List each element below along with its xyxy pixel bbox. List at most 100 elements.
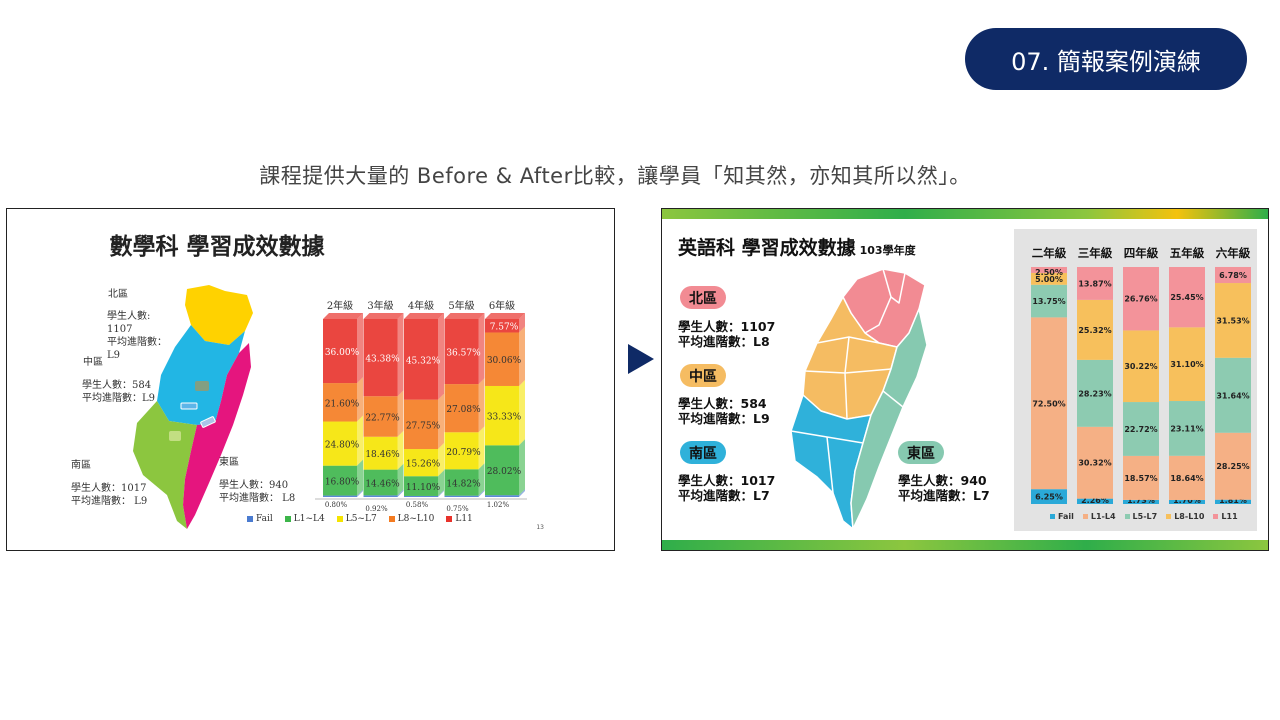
math-stacked-bar-chart: 2年級 16.80% 24.80% 21.60% 36.00% 0.80% 3年級 14.46… bbox=[315, 299, 527, 513]
bar-segment-L5~L7 bbox=[404, 449, 438, 477]
bar-segment-L1~L4 bbox=[485, 445, 519, 496]
data-label: 22.72% bbox=[1124, 425, 1157, 434]
data-label: 26.76% bbox=[1124, 295, 1157, 304]
bar-side bbox=[397, 313, 404, 397]
region-south-pill: 南區 bbox=[680, 441, 726, 464]
bar-segment-L8~L10 bbox=[323, 383, 357, 422]
bar-top bbox=[363, 313, 404, 319]
bar-segment-L1~L4 bbox=[404, 476, 438, 496]
bar-segment-L8~L10 bbox=[404, 399, 438, 450]
bar-side bbox=[478, 378, 485, 433]
bar-segment-Fail bbox=[1031, 489, 1067, 504]
top-decor-stripe bbox=[662, 209, 1268, 219]
bar-segment-L1-L4 bbox=[1215, 432, 1251, 500]
bar-segment-L5-L7 bbox=[1215, 357, 1251, 433]
region-north-stats: 學生人數：1107 平均進階數：L8 bbox=[678, 319, 776, 349]
map-region-north bbox=[185, 285, 253, 345]
x-tick-label: 6年級 bbox=[489, 299, 515, 312]
data-label: 13.87% bbox=[1078, 279, 1111, 288]
bar-side bbox=[478, 313, 485, 385]
after-slide: 英語科 學習成效數據 103學年度 北區 學生人數：1107 平均進階數：L8 中區… bbox=[661, 208, 1269, 551]
bar-segment-L1-L4 bbox=[1031, 317, 1067, 490]
fail-label: 0.75% bbox=[446, 505, 469, 513]
bar-side bbox=[519, 326, 525, 386]
map-region-central bbox=[157, 325, 245, 425]
slide-subtitle: 課程提供大量的 Before & After比較，讓學員「知其然，亦知其所以然」… bbox=[259, 164, 971, 188]
bar-side bbox=[397, 430, 404, 470]
bar-segment-Fail bbox=[1123, 499, 1159, 504]
bar-side bbox=[519, 379, 525, 446]
bar-segment-L5~L7 bbox=[323, 421, 357, 466]
region-east-pill: 東區 bbox=[898, 441, 944, 464]
data-label: 72.50% bbox=[1032, 399, 1065, 408]
region-central-stats: 學生人數：584 平均進階數：L9 bbox=[82, 380, 156, 404]
legend-item: L8~L10 bbox=[388, 514, 434, 524]
bar-side bbox=[357, 313, 363, 384]
data-label: 30.06% bbox=[487, 356, 522, 366]
bar-segment-L8~L10 bbox=[363, 396, 398, 437]
region-central-pill: 中區 bbox=[680, 364, 726, 387]
legend-item: Fail bbox=[247, 514, 273, 524]
bar-segment-Fail bbox=[485, 495, 519, 497]
bar-segment-L5-L7 bbox=[1169, 401, 1205, 456]
data-label: 20.79% bbox=[446, 448, 481, 458]
data-label: 1.73% bbox=[1127, 496, 1155, 505]
bar-segment-L8-L10 bbox=[1031, 272, 1067, 285]
data-label: 23.11% bbox=[1170, 424, 1203, 433]
bar-segment-L8-L10 bbox=[1077, 299, 1113, 360]
x-tick-label: 四年級 bbox=[1124, 246, 1159, 260]
region-east-label: 東區 bbox=[219, 457, 239, 468]
data-label: 1.70% bbox=[1173, 496, 1201, 505]
x-tick-label: 五年級 bbox=[1170, 246, 1205, 260]
data-label: 25.32% bbox=[1078, 326, 1111, 335]
bottom-decor-stripe bbox=[662, 540, 1268, 550]
data-label: 27.08% bbox=[446, 405, 481, 415]
bar-segment-L11 bbox=[363, 319, 398, 397]
bar-segment-L1~L4 bbox=[444, 469, 479, 496]
bar-side bbox=[357, 489, 363, 497]
data-label: 24.80% bbox=[325, 441, 360, 451]
fail-label: 0.92% bbox=[365, 505, 388, 513]
data-label: 11.10% bbox=[406, 483, 441, 493]
x-tick-label: 六年級 bbox=[1216, 246, 1251, 260]
bar-segment-L1-L4 bbox=[1077, 426, 1113, 499]
data-label: 14.46% bbox=[365, 479, 400, 489]
bar-segment-L11 bbox=[1077, 267, 1113, 300]
bar-top bbox=[444, 313, 485, 319]
data-label: 30.22% bbox=[1124, 362, 1157, 371]
bar-segment-L8~L10 bbox=[485, 332, 519, 386]
bar-side bbox=[478, 463, 485, 496]
bar-side bbox=[519, 489, 525, 497]
legend-item: L5-L7 bbox=[1124, 512, 1157, 521]
bar-segment-L5~L7 bbox=[363, 436, 398, 470]
data-label: 36.57% bbox=[446, 349, 481, 359]
data-label: 31.53% bbox=[1216, 316, 1249, 325]
bar-side bbox=[438, 313, 444, 400]
bar-side bbox=[478, 426, 485, 470]
data-label: 18.64% bbox=[1170, 474, 1203, 483]
bar-segment-L8~L10 bbox=[444, 384, 479, 433]
data-label: 45.32% bbox=[406, 356, 441, 366]
region-south-label: 南區 bbox=[71, 460, 91, 471]
region-north-pill: 北區 bbox=[680, 286, 726, 309]
data-label: 7.57% bbox=[490, 323, 519, 333]
data-label: 16.80% bbox=[325, 478, 360, 488]
fail-label: 1.02% bbox=[487, 501, 510, 509]
x-tick-label: 2年級 bbox=[327, 299, 353, 312]
bar-segment-L11 bbox=[404, 319, 438, 400]
region-south-stats: 學生人數：1017 平均進階數： L9 bbox=[71, 483, 148, 507]
bar-segment-Fail bbox=[444, 495, 479, 497]
data-label: 2.50% bbox=[1035, 268, 1063, 277]
page-number: 13 bbox=[536, 524, 544, 531]
bar-segment-L1-L4 bbox=[1169, 455, 1205, 500]
bar-segment-L11 bbox=[323, 319, 357, 384]
map-region-east bbox=[850, 308, 927, 530]
data-label: 28.25% bbox=[1216, 462, 1249, 471]
bar-side bbox=[357, 415, 363, 466]
before-slide: 數學科 學習成效數據 北區 學生人數: 1107 平均進階數： L9 中區 學生… bbox=[6, 208, 615, 551]
bar-segment-L5-L7 bbox=[1077, 359, 1113, 427]
bar-segment-L8-L10 bbox=[1123, 330, 1159, 403]
bar-segment-L11 bbox=[485, 319, 519, 333]
legend-item: L5~L7 bbox=[336, 514, 377, 524]
after-slide-title: 英語科 學習成效數據 103學年度 bbox=[678, 237, 916, 259]
